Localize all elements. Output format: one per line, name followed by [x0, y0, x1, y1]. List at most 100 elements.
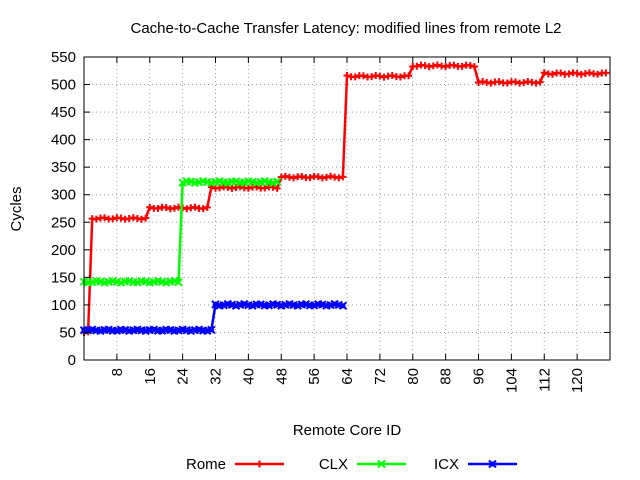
data-point [368, 73, 376, 81]
data-point [495, 78, 503, 86]
y-tick-label: 50 [59, 324, 76, 341]
data-point [213, 301, 218, 307]
data-point [258, 301, 264, 307]
legend-item-rome: Rome [186, 456, 284, 473]
legend: Rome CLX ICX [186, 456, 517, 473]
data-point [413, 62, 421, 70]
data-point [244, 184, 252, 192]
data-point [470, 63, 478, 71]
data-point [273, 184, 281, 192]
data-point [229, 302, 235, 308]
data-point [117, 214, 125, 222]
data-point [174, 278, 183, 287]
data-point [237, 302, 243, 308]
data-point [97, 328, 103, 334]
data-point [249, 303, 255, 309]
data-point [261, 184, 269, 192]
y-tick-label: 0 [68, 352, 76, 369]
data-point [170, 204, 178, 212]
data-point [208, 327, 214, 333]
data-point [93, 327, 99, 333]
data-point [236, 183, 244, 191]
data-point [233, 303, 239, 309]
data-point [339, 173, 347, 181]
data-point [269, 183, 277, 191]
data-point [245, 302, 251, 308]
x-tick-label: 72 [372, 368, 389, 385]
data-point [171, 328, 177, 334]
data-point [122, 327, 128, 333]
data-point [176, 327, 182, 333]
data-point [323, 303, 329, 309]
data-point [540, 69, 548, 77]
data-point [314, 173, 322, 181]
legend-marker [377, 459, 386, 469]
axes: 0 50 100 150 200 250 300 350 400 450 500 550 8 16 24 32… [51, 49, 610, 393]
series-line-clx [83, 179, 278, 284]
data-point [282, 302, 288, 308]
data-point [143, 328, 149, 334]
chart-title: Cache-to-Cache Transfer Latency: modifie… [130, 20, 561, 37]
data-point [351, 73, 359, 81]
data-point [266, 302, 272, 308]
x-tick-label: 48 [273, 368, 290, 385]
data-point [332, 301, 338, 307]
data-point [254, 301, 260, 307]
data-point [511, 78, 519, 86]
data-point [405, 72, 413, 80]
data-point [180, 327, 186, 333]
data-point [130, 327, 136, 333]
data-point [548, 70, 556, 78]
x-axis-label: Remote Core ID [293, 422, 402, 439]
y-tick-label: 150 [51, 269, 76, 286]
y-axis-label: Cycles [8, 186, 25, 231]
data-point [328, 302, 334, 308]
data-point [307, 302, 313, 308]
x-tick-label: 40 [240, 368, 257, 385]
data-point [442, 63, 450, 71]
data-point [159, 328, 165, 334]
data-point [594, 70, 602, 78]
data-point [167, 327, 173, 333]
data-point [602, 69, 610, 77]
data-point [216, 184, 224, 192]
x-tick-label: 96 [471, 368, 488, 385]
data-point [106, 327, 112, 333]
x-tick-label: 8 [109, 368, 126, 376]
data-point [199, 205, 207, 213]
data-point [196, 327, 202, 333]
legend-label: Rome [186, 456, 226, 473]
data-point [295, 303, 301, 309]
data-point [134, 327, 140, 333]
series-clx [79, 177, 282, 287]
data-point [388, 71, 396, 79]
data-point [278, 303, 284, 309]
data-point [306, 174, 314, 182]
data-point [204, 328, 210, 334]
data-point [322, 173, 330, 181]
data-point [520, 79, 528, 87]
data-point [142, 214, 150, 222]
data-point [396, 73, 404, 81]
data-point [274, 302, 280, 308]
data-point [85, 327, 91, 333]
data-point [286, 301, 292, 307]
data-point [291, 302, 297, 308]
y-tick-label: 250 [51, 214, 76, 231]
data-point [503, 79, 511, 87]
data-point [336, 302, 342, 308]
data-point [319, 302, 325, 308]
data-point [102, 327, 108, 333]
data-point [154, 205, 162, 213]
x-tick-label: 88 [438, 368, 455, 385]
y-tick-label: 550 [51, 49, 76, 66]
data-point [162, 204, 170, 212]
data-point [565, 70, 573, 78]
data-point [298, 172, 306, 180]
data-point [270, 301, 276, 307]
y-tick-label: 300 [51, 187, 76, 204]
data-point [92, 215, 100, 223]
y-tick-label: 200 [51, 242, 76, 259]
y-tick-label: 400 [51, 132, 76, 149]
data-point [335, 174, 343, 182]
